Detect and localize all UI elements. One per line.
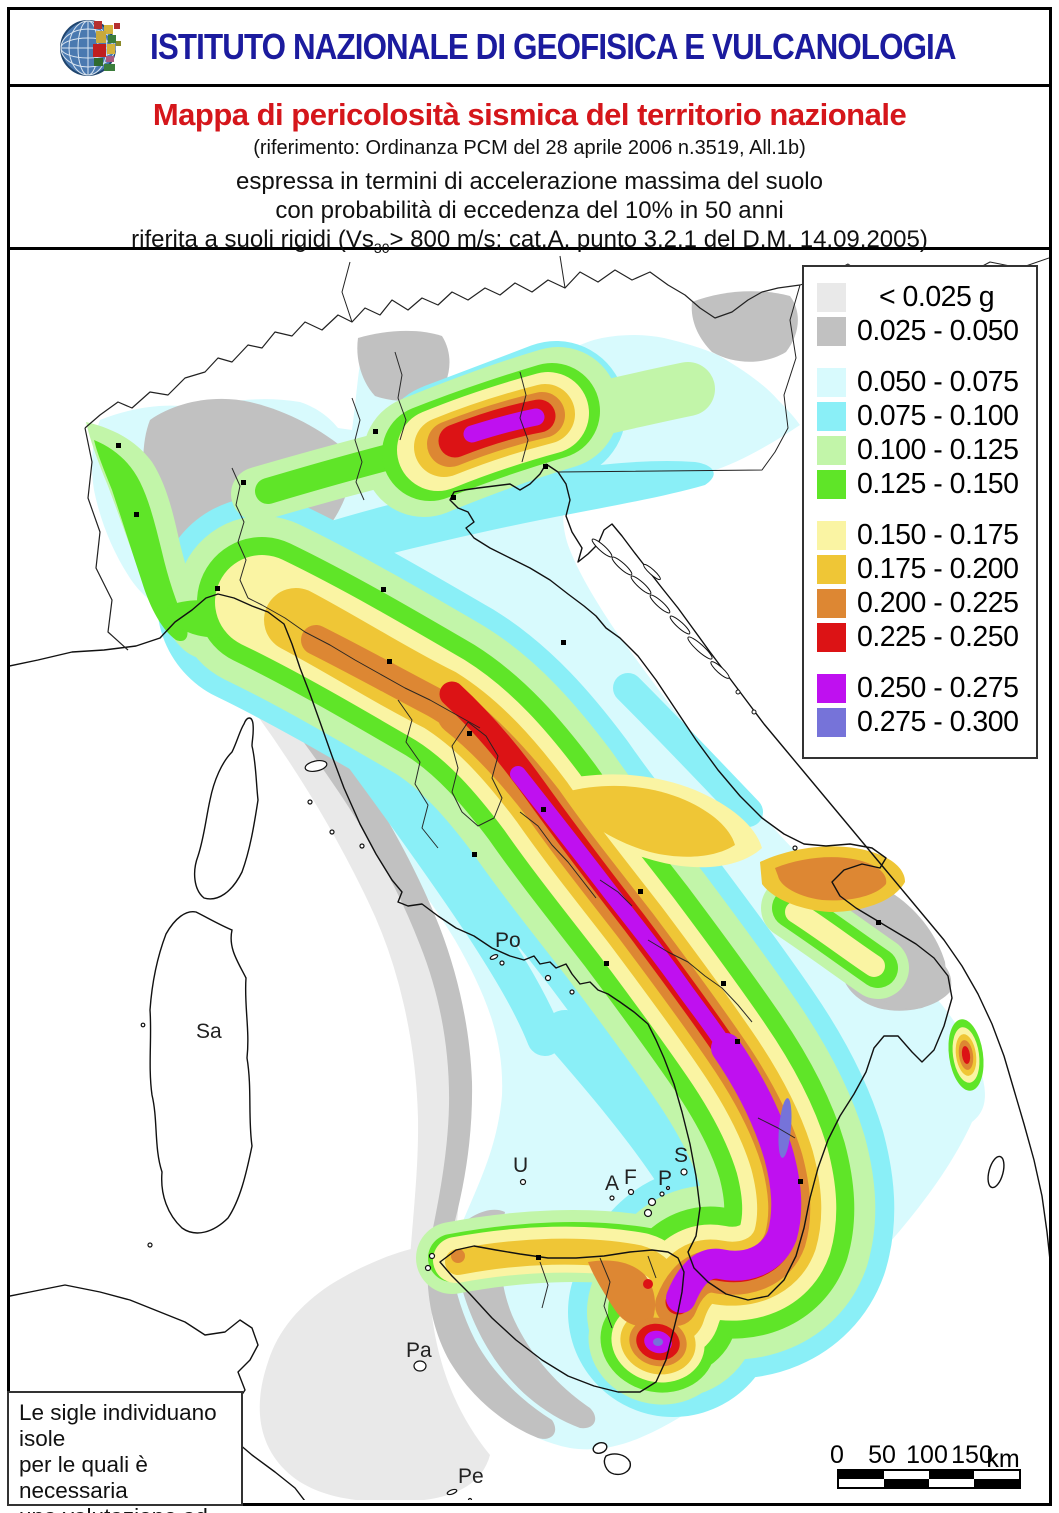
legend-swatch-4 xyxy=(817,435,846,465)
label-stromboli: S xyxy=(674,1144,688,1167)
legend-swatch-1 xyxy=(817,316,846,346)
legend-label-4: 0.100 - 0.125 xyxy=(857,433,1019,466)
scale-tick-50: 50 xyxy=(868,1441,896,1469)
legend-label-6: 0.150 - 0.175 xyxy=(857,518,1019,551)
note-line-2: per le quali è necessaria xyxy=(19,1452,148,1503)
header: ISTITUTO NAZIONALE DI GEOFISICA E VULCAN… xyxy=(10,10,1049,87)
legend-swatch-0 xyxy=(817,282,846,312)
legend-label-2: 0.050 - 0.075 xyxy=(857,365,1019,398)
legend-label-8: 0.200 - 0.225 xyxy=(857,586,1019,619)
subtitle-line-1: espressa in termini di accelerazione mas… xyxy=(236,168,823,195)
scale-tick-100: 100 xyxy=(906,1441,948,1469)
scale-bar-checker xyxy=(837,1469,1021,1489)
legend-swatch-6 xyxy=(817,520,846,550)
legend-swatch-8 xyxy=(817,588,846,618)
islands-note-box: Le sigle individuano isole per le quali … xyxy=(7,1391,243,1513)
hazard-map-svg: Sa Po U A F P S Pa Pe xyxy=(0,255,1051,1506)
legend-swatch-2 xyxy=(817,367,846,397)
legend-swatch-10 xyxy=(817,673,846,703)
label-ustica: U xyxy=(513,1154,528,1177)
reference-line: (riferimento: Ordinanza PCM del 28 april… xyxy=(253,137,806,159)
institute-title: ISTITUTO NAZIONALE DI GEOFISICA E VULCAN… xyxy=(150,26,957,67)
note-line-1: Le sigle individuano isole xyxy=(19,1400,217,1451)
legend: < 0.025 g 0.025 - 0.050 0.050 - 0.075 0.… xyxy=(802,265,1038,759)
label-pantelleria: Pa xyxy=(406,1339,432,1362)
legend-swatch-3 xyxy=(817,401,846,431)
label-filicudi: F xyxy=(624,1166,637,1189)
ingv-globe-icon xyxy=(60,20,121,76)
hazard-map: Sa Po U A F P S Pa Pe xyxy=(0,250,1051,1506)
legend-label-0: < 0.025 g xyxy=(879,280,995,313)
island-labels: Sa Po U A F P S Pa Pe xyxy=(196,929,688,1488)
legend-label-3: 0.075 - 0.100 xyxy=(857,399,1019,432)
legend-swatch-5 xyxy=(817,469,846,499)
label-ponza: Po xyxy=(495,929,521,952)
title-block: Mappa di pericolosità sismica del territ… xyxy=(10,87,1049,256)
label-panarea: P xyxy=(658,1167,672,1190)
map-title: Mappa di pericolosità sismica del territ… xyxy=(152,97,907,132)
label-pelagie: Pe xyxy=(458,1465,484,1488)
legend-swatch-7 xyxy=(817,554,846,584)
label-alicudi: A xyxy=(605,1172,619,1195)
ingv-logo xyxy=(58,15,124,86)
legend-label-11: 0.275 - 0.300 xyxy=(857,705,1019,738)
label-sardinia: Sa xyxy=(196,1020,222,1043)
scale-bar: 0 50 100 150 km xyxy=(820,1441,1040,1493)
legend-label-7: 0.175 - 0.200 xyxy=(857,552,1019,585)
legend-swatch-9 xyxy=(817,622,846,652)
legend-label-5: 0.125 - 0.150 xyxy=(857,467,1019,500)
scale-unit: km xyxy=(986,1445,1020,1473)
scale-tick-150: 150 xyxy=(951,1441,993,1469)
note-line-3: una valutazione ad hoc xyxy=(19,1504,241,1513)
legend-swatch-11 xyxy=(817,707,846,737)
legend-label-10: 0.250 - 0.275 xyxy=(857,671,1019,704)
scale-tick-0: 0 xyxy=(830,1441,844,1469)
subtitle-line-2: con probabilità di eccedenza del 10% in … xyxy=(275,197,784,224)
legend-label-9: 0.225 - 0.250 xyxy=(857,620,1019,653)
subtitle-line-3: riferita a suoli rigidi (Vs30> 800 m/s; … xyxy=(131,226,928,256)
legend-label-1: 0.025 - 0.050 xyxy=(857,314,1019,347)
page-border xyxy=(7,7,1052,1506)
